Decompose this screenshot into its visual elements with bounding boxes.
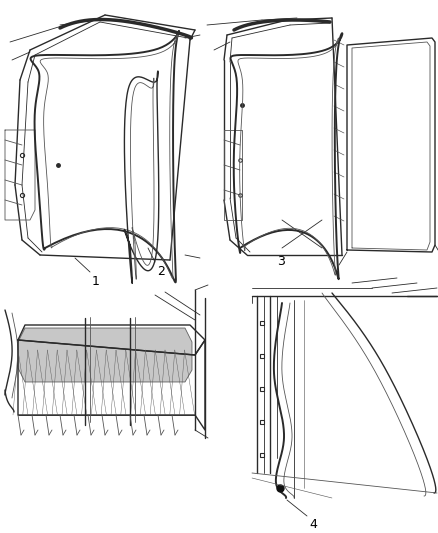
Polygon shape bbox=[18, 328, 192, 382]
Text: 2: 2 bbox=[157, 265, 165, 278]
Text: 1: 1 bbox=[92, 275, 100, 288]
Text: 4: 4 bbox=[309, 518, 317, 531]
Text: 3: 3 bbox=[277, 255, 285, 268]
